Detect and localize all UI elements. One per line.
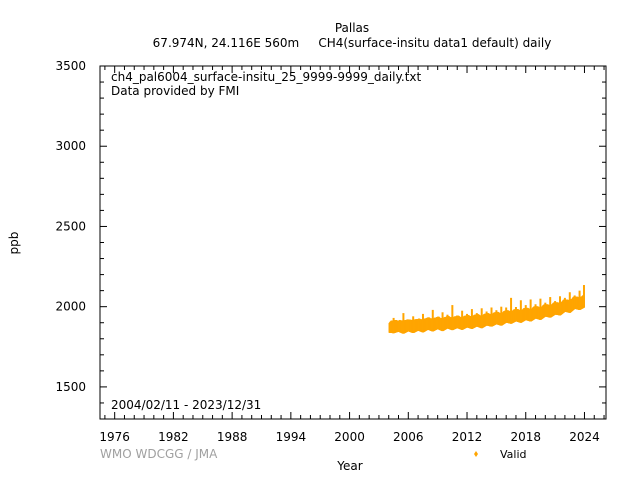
y-tick-label: 1500 — [55, 380, 86, 394]
legend-label-valid: Valid — [500, 448, 527, 461]
data-series-valid — [388, 285, 585, 334]
plot-frame — [99, 65, 607, 420]
credit-text: WMO WDCGG / JMA — [100, 447, 218, 461]
y-tick-label: 3500 — [55, 59, 86, 73]
filename-annotation: ch4_pal6004_surface-insitu_25_9999-9999_… — [111, 70, 422, 84]
x-tick-label: 2018 — [510, 430, 541, 444]
legend: Valid — [474, 448, 527, 461]
period-annotation: 2004/02/11 - 2023/12/31 — [111, 398, 261, 412]
x-tick-label: 1994 — [276, 430, 307, 444]
x-tick-label: 1976 — [99, 430, 130, 444]
y-axis-label: ppb — [7, 232, 21, 255]
chart-title: Pallas — [335, 21, 369, 35]
chart-subtitle: 67.974N, 24.116E 560m CH4(surface-insitu… — [153, 36, 552, 50]
x-tick-label: 1982 — [158, 430, 189, 444]
y-tick-label: 2500 — [55, 219, 86, 233]
y-tick-label: 3000 — [55, 139, 86, 153]
x-axis-label: Year — [336, 459, 362, 473]
legend-marker — [474, 451, 478, 457]
y-axis-ticks: 1500 2000 2500 3000 3500 — [55, 59, 606, 420]
provider-annotation: Data provided by FMI — [111, 84, 239, 98]
x-tick-label: 2000 — [334, 430, 365, 444]
y-tick-label: 2000 — [55, 300, 86, 314]
x-axis-ticks: 1976 1982 1988 1994 2000 2006 2012 2018 2024 — [99, 66, 605, 444]
x-tick-label: 2024 — [569, 430, 600, 444]
x-tick-label: 1988 — [217, 430, 248, 444]
x-tick-label: 2006 — [393, 430, 424, 444]
x-tick-label: 2012 — [452, 430, 483, 444]
